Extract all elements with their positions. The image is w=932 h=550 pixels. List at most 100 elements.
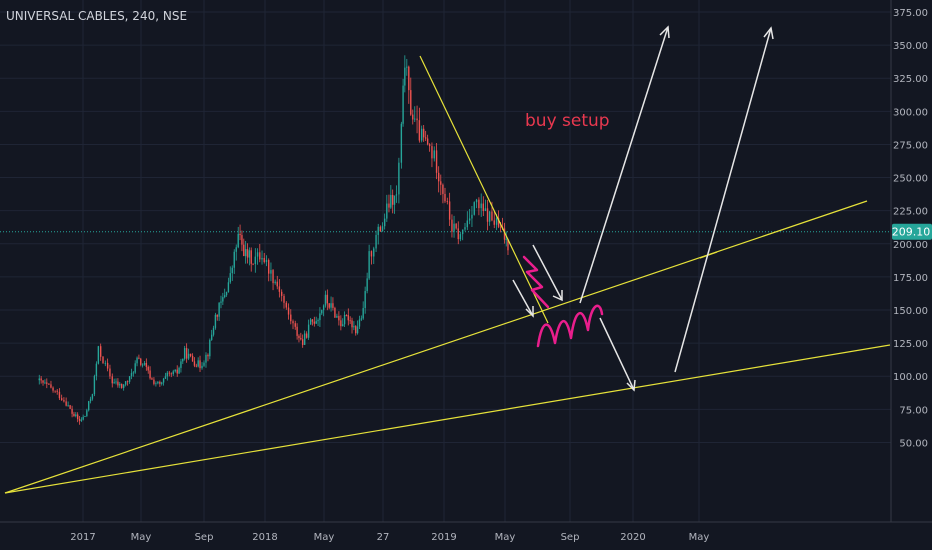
candle-body	[73, 413, 75, 417]
candle-body	[336, 315, 338, 318]
candle-body	[395, 194, 398, 196]
candle-body	[210, 334, 213, 340]
candle-body	[402, 85, 404, 124]
price-tick-label: 75.00	[899, 405, 928, 416]
candle-body	[362, 308, 364, 319]
candle-body	[254, 256, 257, 265]
candle-body	[106, 362, 109, 369]
candle-body	[313, 321, 316, 324]
price-series	[38, 55, 509, 425]
candle-body	[178, 367, 180, 374]
candle-body	[383, 218, 386, 227]
candle-body	[183, 348, 186, 359]
candle-body	[303, 333, 306, 345]
candle-body	[307, 324, 310, 338]
candle-body	[342, 324, 344, 327]
candle-body	[499, 226, 502, 228]
candle-body	[182, 358, 184, 362]
candle-body	[124, 381, 127, 385]
arrow-target-up-2	[674, 26, 774, 373]
candle-body	[212, 327, 215, 335]
candle-body	[97, 346, 100, 364]
candle-body	[185, 348, 188, 359]
candle-body	[63, 400, 65, 402]
candle-body	[197, 360, 199, 367]
candle-body	[412, 114, 414, 120]
price-tick-label: 375.00	[893, 8, 928, 19]
candle-body	[239, 233, 241, 236]
candle-body	[317, 320, 319, 322]
candle-body	[280, 291, 283, 296]
candle-body	[364, 291, 366, 309]
candle-body	[134, 363, 136, 373]
candle-body	[159, 381, 161, 384]
price-tick-label: 275.00	[893, 140, 928, 151]
candle-body	[464, 227, 466, 230]
candle-body	[319, 313, 321, 321]
candle-body	[270, 270, 272, 274]
candle-body	[505, 238, 507, 240]
candle-body	[276, 281, 278, 287]
candle-body	[130, 373, 133, 377]
candle-body	[187, 353, 190, 359]
candle-body	[478, 199, 480, 209]
time-axis[interactable]	[0, 522, 932, 550]
candle-body	[404, 67, 406, 86]
candle-body	[263, 257, 265, 263]
candle-body	[89, 398, 92, 402]
price-axis-labels: 375.00 350.00 325.00 300.00 275.00 250.00 225.…	[893, 8, 928, 449]
candle-body	[455, 223, 457, 229]
candle-body	[437, 172, 440, 182]
candle-body	[119, 383, 121, 386]
candle-body	[480, 203, 482, 209]
time-tick-label: May	[131, 532, 152, 543]
candle-body	[145, 363, 148, 367]
candle-body	[416, 118, 418, 121]
candle-body	[507, 238, 509, 251]
candle-body	[274, 281, 276, 284]
extension-line	[699, 251, 718, 259]
candle-body	[201, 365, 203, 369]
candle-body	[360, 318, 363, 320]
candle-body	[151, 378, 153, 380]
candle-body	[69, 405, 71, 409]
candle-body	[109, 368, 111, 377]
price-axis[interactable]	[891, 0, 932, 522]
candle-body	[326, 294, 329, 304]
candle-body	[78, 419, 81, 421]
candle-body	[203, 362, 205, 366]
candle-body	[351, 320, 353, 328]
candle-body	[451, 219, 453, 232]
candle-body	[128, 376, 131, 382]
last-price-label: 209.10	[892, 226, 931, 239]
candle-body	[285, 302, 288, 308]
candle-body	[283, 295, 285, 303]
candle-body	[261, 257, 263, 260]
candle-body	[117, 381, 119, 386]
candle-body	[216, 314, 218, 317]
candle-body	[231, 267, 233, 274]
candle-body	[398, 162, 400, 195]
candle-body	[448, 201, 451, 220]
candle-body	[102, 356, 104, 364]
buy-setup-annotation: buy setup	[525, 111, 610, 131]
candle-body	[294, 323, 296, 327]
time-tick-label: 2020	[620, 532, 645, 543]
candle-body	[473, 202, 475, 215]
candle-body	[244, 249, 247, 257]
candle-body	[332, 303, 334, 308]
candle-body	[224, 295, 226, 298]
time-tick-label: May	[689, 532, 710, 543]
candle-body	[278, 286, 281, 292]
candle-body	[497, 218, 500, 227]
candle-body	[220, 301, 222, 303]
candle-body	[334, 307, 336, 318]
candle-body	[50, 384, 52, 388]
candle-body	[440, 181, 442, 185]
candle-body	[424, 137, 427, 139]
candle-body	[86, 410, 88, 417]
candle-body	[428, 144, 431, 147]
candle-body	[91, 394, 94, 399]
price-tick-label: 200.00	[893, 240, 928, 251]
